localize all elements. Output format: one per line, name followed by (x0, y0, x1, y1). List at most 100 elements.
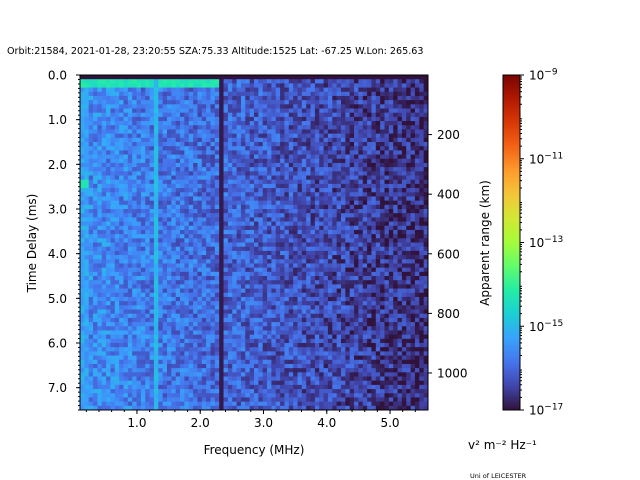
heatmap-cell (101, 213, 107, 218)
heatmap-cell (201, 280, 207, 285)
heatmap-cell (153, 171, 159, 176)
heatmap-cell (275, 175, 281, 181)
heatmap-cell (88, 255, 94, 260)
heatmap-cell (119, 217, 124, 222)
heatmap-cell (254, 146, 259, 151)
heatmap-cell (306, 125, 311, 130)
heatmap-cell (288, 393, 294, 398)
heatmap-cell (275, 347, 281, 352)
heatmap-cell (227, 112, 233, 118)
heatmap-cell (132, 255, 137, 260)
heatmap-cell (158, 196, 164, 202)
heatmap-cell (193, 100, 198, 105)
heatmap-cell (267, 405, 272, 411)
heatmap-cell (80, 196, 85, 202)
heatmap-cell (288, 305, 294, 310)
heatmap-cell (297, 221, 303, 227)
heatmap-cell (219, 284, 224, 289)
heatmap-cell (232, 79, 237, 84)
heatmap-cell (271, 121, 277, 126)
heatmap-cell (123, 397, 129, 403)
heatmap-cell (201, 288, 207, 294)
heatmap-cell (297, 389, 303, 394)
heatmap-cell (180, 305, 185, 310)
heatmap-cell (275, 363, 281, 369)
heatmap-cell (327, 104, 333, 109)
heatmap-cell (219, 330, 224, 336)
heatmap-cell (171, 116, 177, 122)
heatmap-cell (284, 104, 290, 109)
heatmap-cell (110, 167, 116, 172)
heatmap-cell (341, 393, 346, 398)
heatmap-cell (297, 142, 303, 147)
heatmap-cell (240, 284, 246, 289)
heatmap-cell (319, 158, 324, 164)
heatmap-cell (258, 263, 264, 269)
heatmap-cell (101, 317, 107, 323)
heatmap-cell (197, 246, 203, 252)
heatmap-cell (210, 322, 216, 327)
heatmap-cell (123, 83, 129, 88)
heatmap-cell (262, 79, 268, 84)
heatmap-cell (188, 142, 194, 147)
heatmap-cell (301, 347, 307, 352)
heatmap-cell (314, 162, 320, 168)
heatmap-cell (88, 104, 94, 109)
heatmap-cell (132, 380, 137, 386)
heatmap-cell (193, 79, 198, 84)
heatmap-cell (153, 288, 159, 294)
heatmap-cell (341, 104, 346, 109)
heatmap-cell (106, 167, 111, 172)
heatmap-cell (84, 267, 90, 273)
heatmap-cell (88, 150, 94, 155)
heatmap-cell (210, 317, 216, 323)
heatmap-cell (97, 200, 103, 206)
heatmap-cell (210, 276, 216, 281)
heatmap-cell (210, 171, 216, 176)
heatmap-cell (341, 334, 346, 340)
heatmap-cell (301, 121, 307, 126)
heatmap-cell (327, 217, 333, 222)
heatmap-cell (327, 405, 333, 411)
heatmap-cell (132, 305, 137, 310)
heatmap-cell (123, 87, 129, 93)
heatmap-cell (249, 154, 255, 160)
heatmap-cell (314, 175, 320, 181)
heatmap-cell (240, 238, 246, 243)
heatmap-cell (153, 301, 159, 306)
heatmap-cell (332, 405, 338, 411)
heatmap-cell (80, 108, 85, 114)
heatmap-cell (136, 389, 142, 394)
heatmap-cell (84, 79, 90, 84)
heatmap-cell (227, 363, 233, 369)
heatmap-cell (171, 154, 177, 160)
heatmap-cell (310, 196, 316, 202)
heatmap-cell (110, 380, 116, 386)
heatmap-cell (114, 225, 120, 231)
heatmap-cell (93, 368, 98, 373)
heatmap-cell (153, 363, 159, 369)
heatmap-cell (101, 229, 107, 235)
heatmap-cell (84, 234, 90, 239)
heatmap-cell (271, 397, 277, 403)
heatmap-cell (293, 179, 298, 185)
heatmap-cell (236, 267, 242, 273)
heatmap-cell (210, 83, 216, 88)
heatmap-cell (306, 238, 311, 243)
heatmap-cell (227, 213, 233, 218)
heatmap-cell (245, 363, 251, 369)
heatmap-cell (167, 154, 172, 160)
heatmap-cell (88, 183, 94, 189)
heatmap-cell (232, 213, 237, 218)
heatmap-cell (293, 100, 298, 105)
heatmap-cell (345, 255, 351, 260)
heatmap-cell (284, 305, 290, 310)
heatmap-cell (188, 355, 194, 361)
heatmap-cell (310, 288, 316, 294)
heatmap-cell (167, 359, 172, 365)
heatmap-cell (201, 309, 207, 315)
heatmap-cell (97, 309, 103, 315)
heatmap-cell (93, 83, 98, 88)
heatmap-cell (249, 209, 255, 214)
heatmap-cell (127, 393, 133, 398)
